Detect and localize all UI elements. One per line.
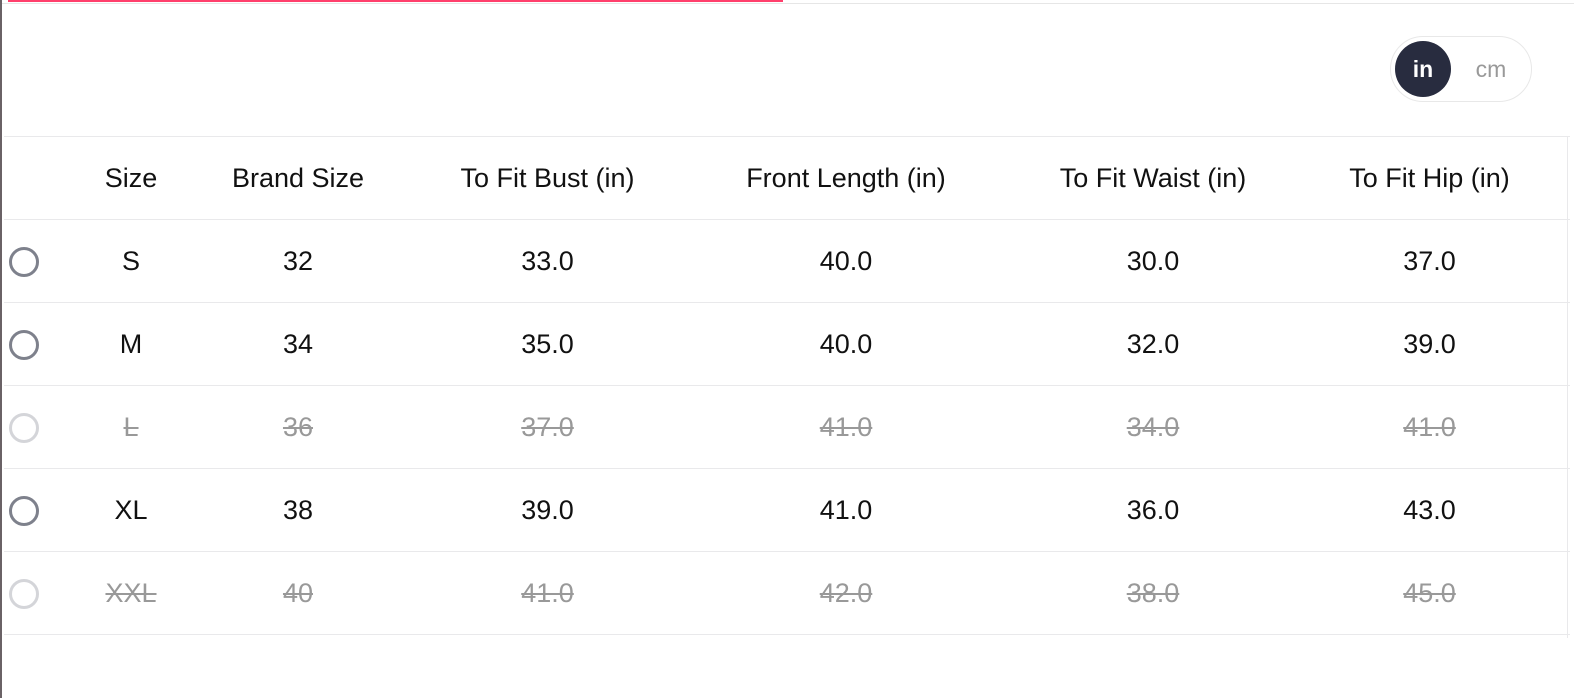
header-brand-size: Brand Size (231, 162, 365, 193)
cell-hip: 39.0 (1403, 328, 1456, 359)
radio-cell (4, 552, 86, 635)
cell-front-length: 40.0 (819, 328, 873, 359)
unit-option-in[interactable]: in (1395, 41, 1451, 97)
cell-bust: 35.0 (521, 328, 574, 359)
left-border (0, 0, 2, 698)
radio-cell (4, 386, 86, 469)
cell-size: XL (114, 494, 148, 525)
cell-brand-size: 40 (282, 577, 314, 608)
table-row[interactable]: M 34 35.0 40.0 32.0 39.0 (4, 302, 1570, 386)
header-front-length: Front Length (in) (746, 162, 946, 193)
top-divider (2, 3, 1574, 4)
header-waist: To Fit Waist (in) (1059, 162, 1247, 193)
table-row: XXL 40 41.0 42.0 38.0 45.0 (4, 551, 1570, 635)
header-size: Size (104, 162, 158, 193)
cell-waist: 34.0 (1126, 411, 1180, 442)
cell-size: S (121, 245, 140, 276)
cell-front-length: 40.0 (819, 245, 873, 276)
size-radio[interactable] (9, 329, 39, 360)
size-radio[interactable] (9, 246, 39, 277)
table-row[interactable]: XL 38 39.0 41.0 36.0 43.0 (4, 468, 1570, 552)
unit-toggle[interactable]: in cm (1390, 36, 1532, 102)
header-hip: To Fit Hip (in) (1349, 162, 1510, 193)
cell-hip: 45.0 (1403, 577, 1456, 608)
cell-front-length: 41.0 (819, 494, 873, 525)
unit-option-cm[interactable]: cm (1475, 55, 1507, 82)
cell-bust: 39.0 (521, 494, 574, 525)
size-radio (9, 578, 39, 609)
cell-waist: 30.0 (1126, 245, 1180, 276)
cell-hip: 43.0 (1403, 494, 1456, 525)
progress-bar (8, 0, 783, 2)
cell-size: M (119, 328, 143, 359)
table-row: L 36 37.0 41.0 34.0 41.0 (4, 385, 1570, 469)
header-bust: To Fit Bust (in) (460, 162, 635, 193)
size-chart-table: Size Brand Size To Fit Bust (in) Front L… (4, 136, 1570, 635)
cell-brand-size: 34 (282, 328, 314, 359)
radio-cell (4, 220, 86, 303)
cell-bust: 41.0 (521, 577, 574, 608)
size-radio[interactable] (9, 495, 39, 526)
cell-size: L (123, 411, 139, 442)
radio-cell (4, 469, 86, 552)
radio-cell (4, 303, 86, 386)
table-header-row: Size Brand Size To Fit Bust (in) Front L… (4, 136, 1570, 220)
cell-front-length: 42.0 (819, 577, 873, 608)
size-radio (9, 412, 39, 443)
cell-hip: 41.0 (1403, 411, 1456, 442)
cell-brand-size: 38 (282, 494, 314, 525)
cell-bust: 37.0 (521, 411, 574, 442)
cell-waist: 32.0 (1126, 328, 1180, 359)
cell-brand-size: 36 (282, 411, 314, 442)
cell-hip: 37.0 (1403, 245, 1456, 276)
cell-bust: 33.0 (521, 245, 574, 276)
cell-waist: 36.0 (1126, 494, 1180, 525)
cell-front-length: 41.0 (819, 411, 873, 442)
table-row[interactable]: S 32 33.0 40.0 30.0 37.0 (4, 219, 1570, 303)
cell-waist: 38.0 (1126, 577, 1180, 608)
header-select (4, 137, 86, 220)
cell-size: XXL (105, 577, 157, 608)
cell-brand-size: 32 (282, 245, 314, 276)
right-border (1567, 136, 1568, 638)
